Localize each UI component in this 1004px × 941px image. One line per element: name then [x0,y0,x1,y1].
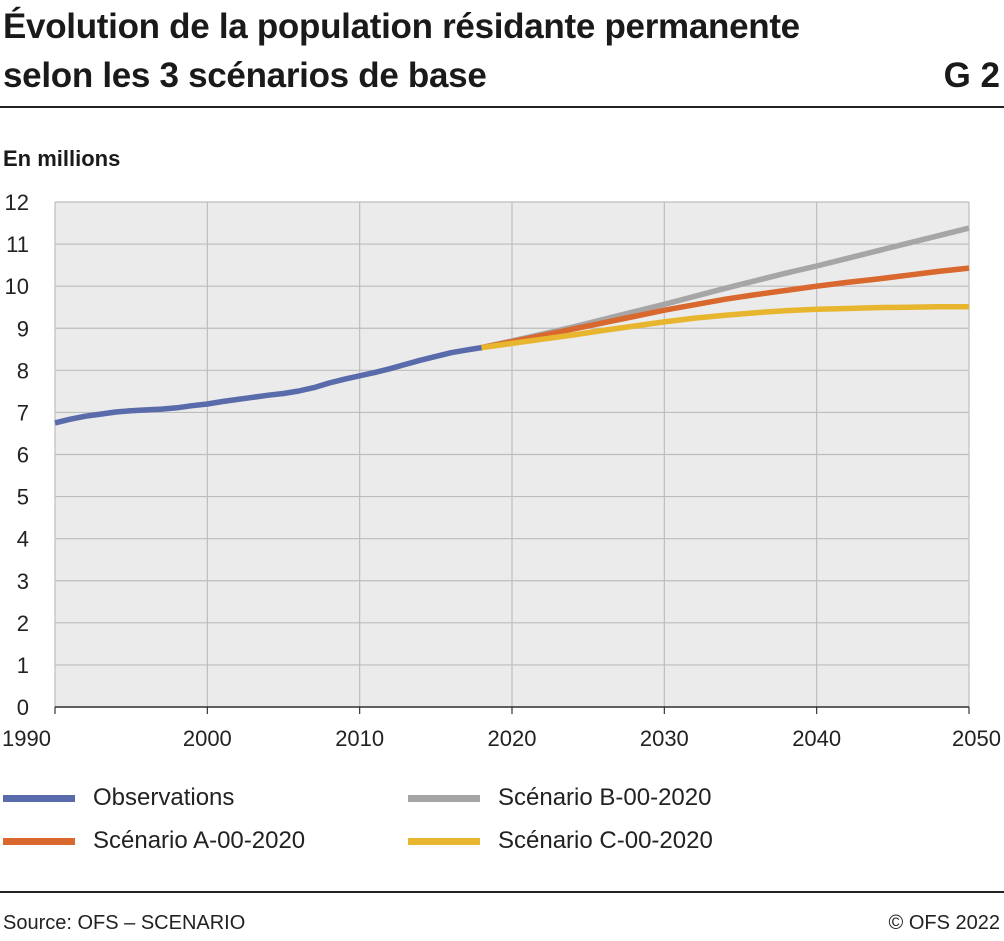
source-note: Source: OFS – SCENARIO [3,912,246,934]
x-tick-label-2040: 2040 [792,726,841,751]
legend-item-sc-nario-b-00-2020: Scénario B-00-2020 [408,780,711,816]
y-tick-label-3: 3 [17,569,29,594]
x-tick-label-2030: 2030 [640,726,689,751]
legend-label: Scénario B-00-2020 [498,784,712,811]
legend-item-observations: Observations [3,780,234,816]
y-tick-label-8: 8 [17,358,29,383]
chart-title-line-1: Évolution de la population résidante per… [3,7,800,46]
legend-item-sc-nario-a-00-2020: Scénario A-00-2020 [3,823,305,859]
y-tick-label-1: 1 [17,653,29,678]
legend-label: Scénario A-00-2020 [93,827,306,854]
y-tick-label-2: 2 [17,611,29,636]
legend-label: Observations [93,784,235,811]
legend-item-sc-nario-c-00-2020: Scénario C-00-2020 [408,823,713,859]
y-tick-label-9: 9 [17,316,29,341]
copyright-note: © OFS 2022 [888,912,1000,934]
x-tick-label-2000: 2000 [183,726,232,751]
chart-title-line-2: selon les 3 scénarios de base [3,56,487,95]
y-tick-label-12: 12 [5,190,29,215]
legend-label: Scénario C-00-2020 [498,827,713,854]
x-tick-label-2010: 2010 [335,726,384,751]
header-divider [0,106,1004,108]
x-tick-label-1990: 1990 [2,726,51,751]
y-tick-label-4: 4 [17,527,29,552]
y-axis-unit-label: En millions [3,146,121,171]
legend-swatch [3,837,75,845]
series-line-observations [54,344,482,426]
legend-swatch [408,794,480,802]
legend-swatch [3,794,75,802]
x-tick-label-2050: 2050 [952,726,1001,751]
y-tick-label-7: 7 [17,400,29,425]
x-tick-label-2020: 2020 [488,726,537,751]
series-line-sc-nario-a-00-2020 [480,265,970,351]
graph-number: G 2 [943,56,1000,95]
legend-swatch [408,837,480,845]
series-line-sc-nario-c-00-2020 [481,304,969,351]
footer-divider [0,891,1004,893]
y-tick-label-10: 10 [5,274,29,299]
y-tick-label-6: 6 [17,443,29,468]
chart-title: Évolution de la population résidante per… [3,2,903,100]
y-tick-label-11: 11 [6,232,29,257]
y-tick-label-0: 0 [17,695,29,720]
y-tick-label-5: 5 [17,485,29,510]
